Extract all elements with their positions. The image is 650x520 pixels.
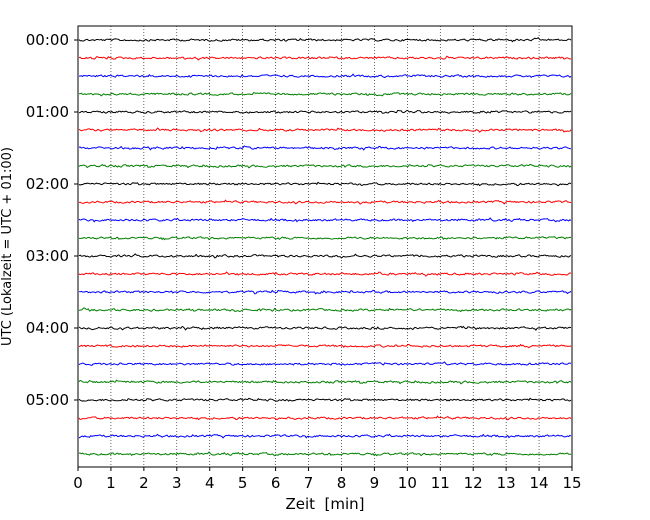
x-tick-label: 2: [139, 474, 149, 492]
x-tick-label: 9: [370, 474, 380, 492]
y-tick-label: 04:00: [26, 319, 69, 337]
x-tick-label: 10: [398, 474, 417, 492]
trace-0200: [78, 181, 572, 187]
gridlines: [110, 26, 540, 467]
trace-0100: [78, 109, 572, 114]
trace-0045: [78, 92, 572, 97]
trace-0315: [78, 271, 572, 277]
x-tick-label: 11: [431, 474, 450, 492]
trace-0500: [78, 397, 572, 402]
trace-0415: [78, 343, 572, 349]
trace-0430: [78, 361, 572, 366]
x-tick-label: 8: [337, 474, 347, 492]
x-tick-label: 12: [464, 474, 483, 492]
x-tick-label: 5: [238, 474, 248, 492]
trace-0515: [78, 415, 572, 421]
trace-0530: [78, 433, 572, 439]
trace-0215: [78, 199, 572, 205]
seismic-traces: [78, 37, 572, 457]
x-tick-label: 3: [172, 474, 182, 492]
plot-frame: [77, 25, 573, 468]
x-tick-label: 14: [530, 474, 549, 492]
x-tick-label: 0: [73, 474, 83, 492]
trace-0245: [78, 236, 572, 241]
x-tick-label: 15: [562, 474, 581, 492]
trace-0130: [78, 145, 572, 151]
x-axis-label: Zeit [min]: [285, 495, 364, 513]
trace-0330: [78, 289, 572, 295]
y-tick-label: 01:00: [26, 103, 69, 121]
y-tick-label: 05:00: [26, 391, 69, 409]
y-tick-label: 02:00: [26, 175, 69, 193]
trace-0345: [78, 307, 572, 313]
y-tick-label: 03:00: [26, 247, 69, 265]
x-tick-label: 4: [205, 474, 215, 492]
trace-0115: [78, 127, 572, 133]
trace-0300: [78, 253, 572, 259]
trace-0000: [78, 37, 572, 43]
y-axis-ticks: 00:00 01:00 02:00 03:00 04:00 05:00: [26, 31, 78, 409]
x-tick-label: 13: [497, 474, 516, 492]
x-tick-label: 1: [106, 474, 116, 492]
trace-0015: [78, 55, 572, 61]
y-axis-label: UTC (Lokalzeit = UTC + 01:00): [0, 147, 15, 346]
x-tick-label: 6: [271, 474, 281, 492]
trace-0545: [78, 451, 572, 457]
trace-0030: [79, 73, 572, 79]
trace-0145: [78, 163, 572, 169]
trace-0445: [78, 379, 572, 385]
y-tick-label: 00:00: [26, 31, 69, 49]
x-tick-label: 7: [304, 474, 314, 492]
trace-0400: [78, 325, 572, 331]
trace-0230: [78, 217, 572, 223]
x-axis-ticks: 0 1 2 3 4 5 6 7 8 9 10 11 12 13 14 15: [73, 467, 582, 492]
